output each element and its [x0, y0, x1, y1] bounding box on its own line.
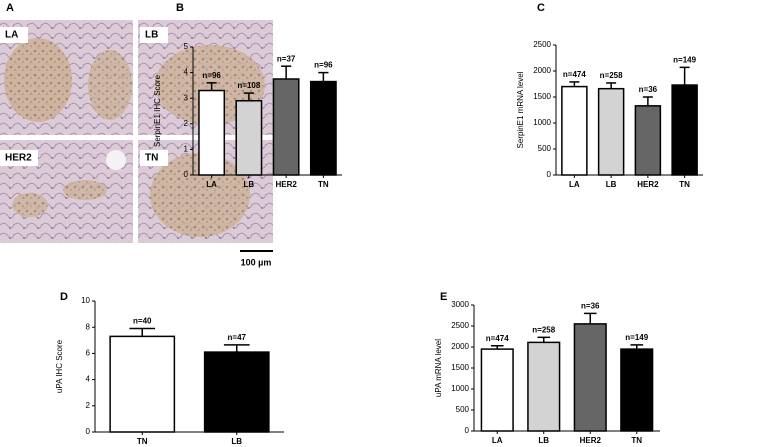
bar	[527, 341, 561, 432]
bar	[620, 348, 654, 432]
y-tick-label: 6	[86, 349, 91, 358]
bar	[235, 100, 263, 176]
y-tick-label: 4	[86, 375, 91, 384]
image-label: LB	[145, 30, 158, 41]
image-label: TN	[145, 153, 158, 164]
x-tick-label: TN	[318, 180, 329, 189]
y-tick-label: 1500	[451, 363, 469, 372]
y-tick-label: 1	[184, 145, 189, 154]
x-tick-label: LA	[206, 180, 217, 189]
y-axis-label: uPA mRNA level	[434, 339, 443, 397]
n-label: n=149	[625, 333, 648, 342]
y-tick-label: 2500	[533, 40, 551, 49]
x-tick-label: HER2	[275, 180, 297, 189]
x-tick-label: LA	[492, 436, 503, 445]
label-box	[140, 150, 168, 166]
tumor-nest	[63, 180, 107, 200]
y-tick-label: 8	[86, 322, 91, 331]
y-tick-label: 1500	[533, 92, 551, 101]
y-tick-label: 3000	[451, 300, 469, 309]
bar	[109, 335, 176, 433]
label-box	[0, 150, 38, 166]
bar	[561, 85, 588, 176]
x-tick-label: TN	[679, 180, 690, 189]
bar	[272, 78, 300, 176]
bar	[597, 87, 625, 176]
bar	[203, 351, 270, 433]
bar	[198, 89, 226, 176]
y-tick-label: 2	[184, 119, 189, 128]
y-tick-label: 0	[465, 426, 470, 435]
n-label: n=474	[563, 70, 586, 79]
n-label: n=36	[581, 302, 600, 311]
x-tick-label: TN	[137, 437, 148, 446]
y-axis-label: uPA IHC Score	[55, 339, 64, 393]
x-tick-label: TN	[631, 436, 642, 445]
y-tick-label: 2500	[451, 321, 469, 330]
n-label: n=108	[237, 81, 260, 90]
panel-label: E	[440, 291, 447, 303]
panel-label: A	[6, 2, 14, 14]
x-tick-label: LA	[569, 180, 580, 189]
bar	[634, 105, 662, 176]
scale-label: 100 µm	[241, 257, 272, 267]
y-tick-label: 3	[184, 93, 189, 102]
label-box	[0, 27, 28, 43]
bar	[309, 80, 337, 176]
y-tick-label: 0	[86, 427, 91, 436]
label-box	[140, 27, 168, 43]
y-tick-label: 0	[547, 170, 552, 179]
x-tick-label: LB	[244, 180, 255, 189]
y-axis-label: SerpinE1 IHC Score	[153, 74, 162, 147]
x-tick-label: HER2	[637, 180, 659, 189]
y-tick-label: 500	[456, 405, 470, 414]
n-label: n=40	[133, 317, 152, 326]
y-tick-label: 1000	[533, 118, 551, 127]
x-tick-label: HER2	[580, 436, 602, 445]
tumor-nest	[88, 50, 132, 120]
n-label: n=37	[277, 54, 296, 63]
y-axis-label: SerpinE1 mRNA level	[516, 71, 525, 148]
tumor-nest	[12, 193, 48, 217]
tumor-nest	[4, 38, 72, 122]
n-label: n=258	[600, 71, 623, 80]
micrographs: LA LB HER2 TN 100 µm	[0, 20, 273, 267]
n-label: n=36	[639, 85, 658, 94]
x-tick-label: LB	[231, 437, 242, 446]
bar	[480, 348, 514, 432]
fat-cell	[106, 150, 126, 170]
y-tick-label: 10	[81, 296, 90, 305]
y-tick-label: 1000	[451, 384, 469, 393]
bar	[671, 84, 698, 176]
image-label: HER2	[5, 153, 32, 164]
n-label: n=47	[228, 333, 247, 342]
y-tick-label: 500	[538, 144, 552, 153]
n-label: n=149	[673, 55, 696, 64]
n-label: n=96	[314, 61, 333, 70]
panel-label: C	[537, 2, 545, 14]
y-tick-label: 2	[86, 401, 91, 410]
y-tick-label: 2000	[533, 66, 551, 75]
y-tick-label: 2000	[451, 342, 469, 351]
image-label: LA	[5, 30, 18, 41]
y-tick-label: 0	[184, 170, 189, 179]
bar	[573, 323, 607, 432]
n-label: n=96	[202, 71, 221, 80]
y-tick-label: 5	[184, 42, 189, 51]
panel-label: B	[176, 2, 184, 14]
x-tick-label: LB	[538, 436, 549, 445]
n-label: n=258	[532, 325, 555, 334]
x-tick-label: LB	[606, 180, 617, 189]
n-label: n=474	[486, 334, 509, 343]
y-tick-label: 4	[184, 68, 189, 77]
panel-label: D	[60, 291, 68, 303]
